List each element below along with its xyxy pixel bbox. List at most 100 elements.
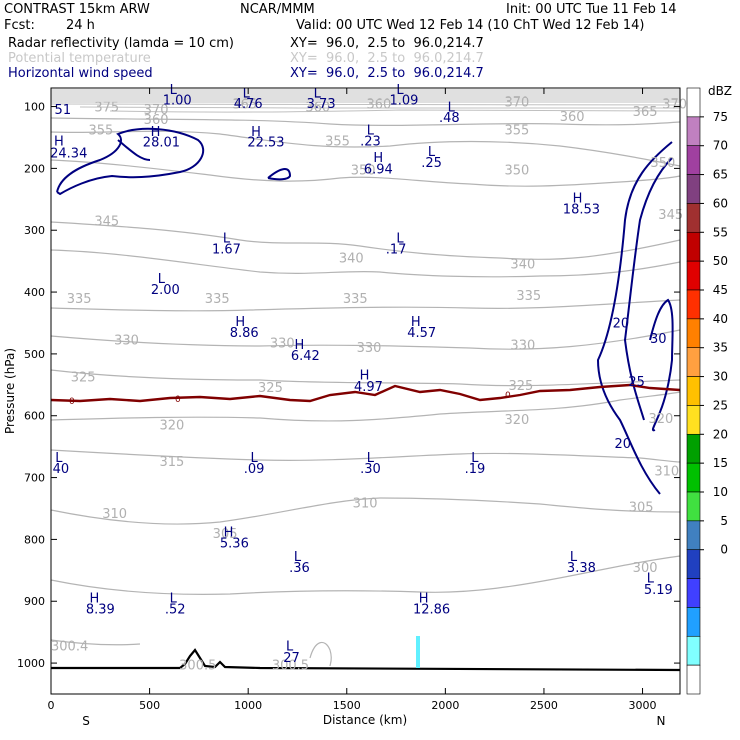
colorbar-label: 30 xyxy=(713,370,728,384)
theta-label: 335 xyxy=(67,292,92,307)
terrain-line xyxy=(51,648,681,672)
theta-label: 300.4 xyxy=(51,640,88,655)
freezing-level-line xyxy=(50,383,681,403)
field-wind-name: Horizontal wind speed xyxy=(8,66,153,81)
theta-label: 320 xyxy=(159,418,184,433)
theta-label: 365 xyxy=(633,105,658,120)
wind-label: .09 xyxy=(244,462,265,477)
theta-label: 355 xyxy=(505,123,530,138)
theta-label: 325 xyxy=(71,371,96,386)
wind-label: 8.86 xyxy=(230,326,259,341)
wind-label: L xyxy=(396,232,404,247)
wind-label: 40 xyxy=(53,462,70,477)
colorbar-unit: dBZ xyxy=(708,84,732,98)
freezing-level-label: 0 xyxy=(69,397,75,407)
wind-label: 3.38 xyxy=(567,561,596,576)
wind-label: L xyxy=(170,83,178,98)
field-theta-name: Potential temperature xyxy=(8,51,151,66)
x-tick-label: 0 xyxy=(48,699,55,712)
wind-label: 28.01 xyxy=(143,136,180,151)
colorbar-swatch xyxy=(686,347,701,377)
colorbar-swatch xyxy=(686,635,701,666)
wind-label: H xyxy=(224,525,234,540)
colorbar-label: 60 xyxy=(713,196,728,210)
wind-label: .25 xyxy=(421,156,442,171)
wind-label: H xyxy=(235,315,245,330)
y-tick-label: 100 xyxy=(24,101,45,114)
wind-label: 5.36 xyxy=(220,536,249,551)
theta-label: 315 xyxy=(159,455,184,470)
colorbar-label: 70 xyxy=(713,139,728,153)
colorbar-swatch xyxy=(686,376,701,406)
theta-top-bundle xyxy=(50,89,681,113)
wind-label: L xyxy=(396,83,404,98)
theta-label: 320 xyxy=(648,412,673,427)
south-label: S xyxy=(82,714,90,728)
wind-label: 51 xyxy=(55,103,72,118)
y-tick-label: 300 xyxy=(24,224,45,237)
wind-label: 25 xyxy=(628,375,645,390)
colorbar-label: 35 xyxy=(713,341,728,355)
colorbar-swatch xyxy=(686,578,701,608)
y-tick-label: 700 xyxy=(24,472,45,485)
wind-label: 4.76 xyxy=(234,97,263,112)
colorbar-swatch xyxy=(686,116,701,147)
y-tick-label: 1000 xyxy=(17,657,45,670)
theta-label: 355 xyxy=(88,123,113,138)
colorbar-swatch xyxy=(686,87,701,118)
colorbar-swatch xyxy=(686,549,701,579)
theta-label: 330 xyxy=(510,339,535,354)
plot-frame xyxy=(50,87,681,695)
theta-label: 345 xyxy=(94,214,119,229)
theta-label: 300.5 xyxy=(272,658,309,673)
wind-label: L xyxy=(243,86,251,101)
theta-label: 335 xyxy=(343,292,368,307)
wind-label: 1.00 xyxy=(163,94,192,109)
theta-label: 355 xyxy=(325,135,350,150)
wind-label: L xyxy=(170,591,178,606)
north-label: N xyxy=(657,714,666,728)
theta-label: 335 xyxy=(205,292,230,307)
colorbar-label: 5 xyxy=(720,514,728,528)
theta-label: 360 xyxy=(305,100,330,115)
wind-label: H xyxy=(151,125,161,140)
y-tick-label: 800 xyxy=(24,533,45,546)
theta-label: 305 xyxy=(629,501,654,516)
theta-label: 340 xyxy=(510,258,535,273)
x-tick-label: 2500 xyxy=(530,699,558,712)
reflectivity-echo xyxy=(416,636,420,668)
x-tick-label: 1500 xyxy=(333,699,361,712)
colorbar-label: 75 xyxy=(713,110,728,124)
wind-label: 4.57 xyxy=(407,326,436,341)
colorbar-label: 50 xyxy=(713,254,728,268)
field-theta-xy: XY= 96.0, 2.5 to 96.0,214.7 xyxy=(290,51,484,66)
wind-label: 18.53 xyxy=(563,203,600,218)
wind-label: 4.97 xyxy=(354,380,383,395)
theta-label: 360 xyxy=(560,110,585,125)
colorbar-label: 10 xyxy=(713,485,728,499)
wind-label: H xyxy=(360,368,370,383)
theta-label: 310 xyxy=(654,465,679,480)
theta-label: 310 xyxy=(102,507,127,522)
wind-label: .48 xyxy=(439,111,460,126)
wind-label: 5.19 xyxy=(644,583,673,598)
wind-label: .23 xyxy=(360,135,381,150)
colorbar-swatch xyxy=(686,145,701,175)
y-tick-label: 600 xyxy=(24,410,45,423)
field-radar-xy: XY= 96.0, 2.5 to 96.0,214.7 xyxy=(290,36,484,51)
axes: 0 500 1000 1500 2000 2500 30001002003004005006… xyxy=(17,88,680,712)
colorbar-label: 15 xyxy=(713,456,728,470)
wind-label: L xyxy=(428,145,436,160)
forecast-hours: 24 h xyxy=(66,18,95,33)
colorbar-swatch xyxy=(686,203,701,233)
init-time: Init: 00 UTC Tue 11 Feb 14 xyxy=(506,2,677,17)
wind-label: 12.86 xyxy=(413,603,450,618)
theta-label: 325 xyxy=(258,381,283,396)
wind-label: H xyxy=(419,591,429,606)
colorbar-swatch xyxy=(686,462,701,493)
theta-label: 340 xyxy=(339,251,364,266)
colorbar-swatch xyxy=(686,433,701,464)
valid-time: Valid: 00 UTC Wed 12 Feb 14 (10 ChT Wed … xyxy=(296,18,645,33)
